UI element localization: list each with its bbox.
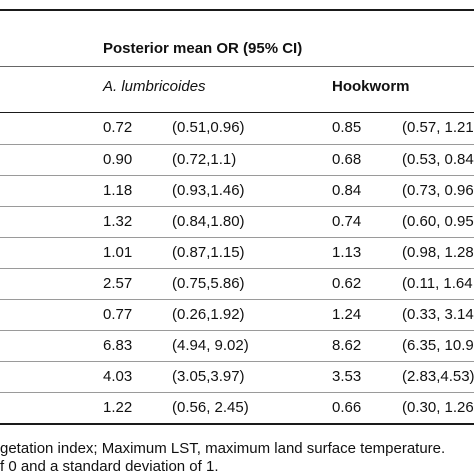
b-mean-cell: 0.68 — [332, 151, 362, 168]
table-row: 1.18 (0.93,1.46) 0.84 (0.73, 0.96 — [0, 175, 474, 207]
header-bottom-rule — [0, 112, 474, 113]
table-header-title: Posterior mean OR (95% CI) — [103, 40, 303, 57]
table-row: 4.03 (3.05,3.97) 3.53 (2.83,4.53) — [0, 361, 474, 393]
b-ci-cell: (0.57, 1.21 — [402, 119, 474, 136]
header-divider — [0, 66, 474, 67]
a-ci-cell: (0.56, 2.45) — [172, 399, 249, 416]
a-mean-cell: 1.01 — [103, 244, 133, 261]
table-row: 1.01 (0.87,1.15) 1.13 (0.98, 1.28 — [0, 237, 474, 269]
table-row: 2.57 (0.75,5.86) 0.62 (0.11, 1.64 — [0, 268, 474, 300]
b-mean-cell: 8.62 — [332, 337, 362, 354]
table-body: 0.72 (0.51,0.96) 0.85 (0.57, 1.21 0.90 (0.72,… — [0, 113, 474, 423]
a-mean-cell: 0.90 — [103, 151, 133, 168]
a-ci-cell: (0.26,1.92) — [172, 306, 245, 323]
a-mean-cell: 0.77 — [103, 306, 133, 323]
a-ci-cell: (4.94, 9.02) — [172, 337, 249, 354]
b-mean-cell: 0.66 — [332, 399, 362, 416]
a-mean-cell: 6.83 — [103, 337, 133, 354]
a-ci-cell: (0.84,1.80) — [172, 213, 245, 230]
b-ci-cell: (0.11, 1.64 — [402, 275, 473, 292]
b-mean-cell: 0.62 — [332, 275, 362, 292]
table-row: 0.72 (0.51,0.96) 0.85 (0.57, 1.21 — [0, 113, 474, 144]
a-ci-cell: (0.72,1.1) — [172, 151, 237, 168]
a-mean-cell: 2.57 — [103, 275, 133, 292]
table-row: 1.22 (0.56, 2.45) 0.66 (0.30, 1.26 — [0, 392, 474, 424]
a-ci-cell: (3.05,3.97) — [172, 368, 245, 385]
b-ci-cell: (6.35, 10.9 — [402, 337, 474, 354]
table-row: 1.32 (0.84,1.80) 0.74 (0.60, 0.95 — [0, 206, 474, 238]
column-header-hookworm: Hookworm — [332, 78, 410, 95]
b-ci-cell: (0.98, 1.28 — [402, 244, 474, 261]
footnote-line-2: f 0 and a standard deviation of 1. — [0, 458, 219, 475]
b-mean-cell: 3.53 — [332, 368, 362, 385]
table-row: 0.90 (0.72,1.1) 0.68 (0.53, 0.84 — [0, 144, 474, 176]
table-row: 0.77 (0.26,1.92) 1.24 (0.33, 3.14 — [0, 299, 474, 331]
table-top-rule — [0, 9, 474, 11]
table-row: 6.83 (4.94, 9.02) 8.62 (6.35, 10.9 — [0, 330, 474, 362]
a-ci-cell: (0.93,1.46) — [172, 182, 245, 199]
a-mean-cell: 1.32 — [103, 213, 133, 230]
b-mean-cell: 1.13 — [332, 244, 362, 261]
b-ci-cell: (0.30, 1.26 — [402, 399, 474, 416]
b-mean-cell: 0.74 — [332, 213, 362, 230]
b-ci-cell: (0.53, 0.84 — [402, 151, 474, 168]
a-mean-cell: 4.03 — [103, 368, 133, 385]
column-header-a-lumbricoides: A. lumbricoides — [103, 78, 206, 95]
b-mean-cell: 0.84 — [332, 182, 362, 199]
b-ci-cell: (0.73, 0.96 — [402, 182, 474, 199]
table-bottom-rule — [0, 423, 474, 425]
b-mean-cell: 1.24 — [332, 306, 362, 323]
a-mean-cell: 1.18 — [103, 182, 133, 199]
b-ci-cell: (0.33, 3.14 — [402, 306, 474, 323]
a-ci-cell: (0.51,0.96) — [172, 119, 245, 136]
b-ci-cell: (0.60, 0.95 — [402, 213, 474, 230]
b-mean-cell: 0.85 — [332, 119, 362, 136]
a-ci-cell: (0.75,5.86) — [172, 275, 245, 292]
footnote-line-1: getation index; Maximum LST, maximum lan… — [0, 440, 446, 457]
a-ci-cell: (0.87,1.15) — [172, 244, 245, 261]
b-ci-cell: (2.83,4.53) — [402, 368, 474, 385]
a-mean-cell: 0.72 — [103, 119, 133, 136]
a-mean-cell: 1.22 — [103, 399, 133, 416]
